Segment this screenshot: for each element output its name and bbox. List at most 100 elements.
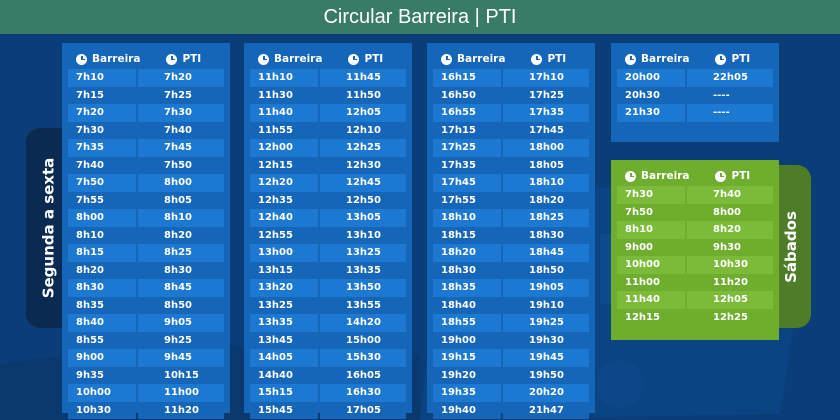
- arrival-time: 7h40: [687, 186, 773, 204]
- schedule-header: Barreira PTI: [433, 49, 589, 69]
- arrival-time: 18h20: [503, 191, 589, 209]
- arrival-time: 8h20: [687, 221, 773, 239]
- table-row: 18h40 19h10: [433, 296, 589, 314]
- table-row: 13h20 13h50: [250, 279, 406, 297]
- departure-time: 12h20: [250, 174, 318, 192]
- column-label: Barreira: [92, 53, 141, 65]
- arrival-time: 15h00: [320, 331, 406, 349]
- clock-icon: [166, 53, 178, 65]
- arrival-time: ----: [687, 86, 773, 104]
- departure-time: 13h00: [250, 244, 318, 262]
- arrival-time: 7h30: [138, 104, 224, 122]
- departure-time: 13h20: [250, 279, 318, 297]
- table-row: 7h30 7h40: [617, 186, 773, 204]
- arrival-time: ----: [687, 104, 773, 122]
- table-row: 11h40 12h05: [617, 291, 773, 309]
- arrival-time: 19h10: [503, 296, 589, 314]
- departure-time: 8h55: [68, 331, 136, 349]
- departure-time: 9h00: [617, 238, 685, 256]
- departure-time: 13h45: [250, 331, 318, 349]
- departure-time: 17h15: [433, 121, 501, 139]
- table-row: 13h00 13h25: [250, 244, 406, 262]
- arrival-time: 10h30: [687, 256, 773, 274]
- departure-time: 10h00: [68, 384, 136, 402]
- table-row: 8h55 9h25: [68, 331, 224, 349]
- table-row: 11h55 12h10: [250, 121, 406, 139]
- table-row: 9h35 10h15: [68, 366, 224, 384]
- arrival-time: 13h50: [320, 279, 406, 297]
- departure-time: 12h35: [250, 191, 318, 209]
- arrival-time: 8h10: [138, 209, 224, 227]
- departure-time: 8h30: [68, 279, 136, 297]
- page-title: Circular Barreira | PTI: [0, 0, 840, 34]
- table-row: 18h10 18h25: [433, 209, 589, 227]
- arrival-time: 8h30: [138, 261, 224, 279]
- weekday-schedule-panel-3: Barreira PTI 16h15 17h10 16h50 17h25 16h55 17h3…: [427, 43, 595, 419]
- arrival-time: 11h00: [138, 384, 224, 402]
- table-row: 18h35 19h05: [433, 279, 589, 297]
- table-row: 8h40 9h05: [68, 314, 224, 332]
- table-row: 17h35 18h05: [433, 156, 589, 174]
- arrival-time: 19h45: [503, 349, 589, 367]
- departure-time: 7h50: [68, 174, 136, 192]
- origin-column-header: Barreira: [68, 53, 140, 65]
- destination-column-header: PTI: [322, 53, 406, 65]
- column-label: Barreira: [641, 53, 690, 65]
- clock-icon: [258, 53, 269, 65]
- table-row: 9h00 9h45: [68, 349, 224, 367]
- departure-time: 11h40: [250, 104, 318, 122]
- table-row: 16h50 17h25: [433, 86, 589, 104]
- column-label: PTI: [364, 53, 384, 65]
- departure-time: 18h15: [433, 226, 501, 244]
- arrival-time: 17h05: [320, 401, 406, 419]
- clock-icon: [531, 53, 543, 65]
- table-row: 12h40 13h05: [250, 209, 406, 227]
- arrival-time: 11h20: [687, 273, 773, 291]
- departure-time: 18h35: [433, 279, 501, 297]
- departure-time: 18h55: [433, 314, 501, 332]
- departure-time: 7h15: [68, 86, 136, 104]
- departure-time: 17h55: [433, 191, 501, 209]
- table-row: 17h15 17h45: [433, 121, 589, 139]
- arrival-time: 7h50: [138, 156, 224, 174]
- table-row: 17h45 18h10: [433, 174, 589, 192]
- departure-time: 12h40: [250, 209, 318, 227]
- table-row: 8h00 8h10: [68, 209, 224, 227]
- table-row: 13h15 13h35: [250, 261, 406, 279]
- arrival-time: 19h50: [503, 366, 589, 384]
- departure-time: 8h40: [68, 314, 136, 332]
- arrival-time: 9h30: [687, 238, 773, 256]
- arrival-time: 19h30: [503, 331, 589, 349]
- destination-column-header: PTI: [140, 53, 224, 65]
- departure-time: 10h00: [617, 256, 685, 274]
- arrival-time: 11h20: [138, 401, 224, 419]
- departure-time: 11h55: [250, 121, 318, 139]
- departure-time: 7h35: [68, 139, 136, 157]
- arrival-time: 12h10: [320, 121, 406, 139]
- arrival-time: 8h25: [138, 244, 224, 262]
- arrival-time: 15h30: [320, 349, 406, 367]
- saturday-label-text: Sábados: [781, 210, 800, 283]
- departure-time: 12h15: [250, 156, 318, 174]
- arrival-time: 12h05: [320, 104, 406, 122]
- arrival-time: 17h35: [503, 104, 589, 122]
- arrival-time: 14h20: [320, 314, 406, 332]
- departure-time: 8h15: [68, 244, 136, 262]
- table-row: 7h40 7h50: [68, 156, 224, 174]
- arrival-time: 8h20: [138, 226, 224, 244]
- arrival-time: 9h45: [138, 349, 224, 367]
- clock-icon: [441, 53, 452, 65]
- departure-time: 18h30: [433, 261, 501, 279]
- origin-column-header: Barreira: [433, 53, 505, 65]
- table-row: 8h20 8h30: [68, 261, 224, 279]
- arrival-time: 19h05: [503, 279, 589, 297]
- column-label: PTI: [731, 53, 751, 65]
- column-label: PTI: [731, 170, 751, 182]
- departure-time: 9h00: [68, 349, 136, 367]
- table-row: 8h30 8h45: [68, 279, 224, 297]
- table-row: 11h00 11h20: [617, 273, 773, 291]
- table-row: 17h55 18h20: [433, 191, 589, 209]
- departure-time: 8h10: [617, 221, 685, 239]
- table-row: 8h10 8h20: [68, 226, 224, 244]
- departure-time: 12h15: [617, 308, 685, 326]
